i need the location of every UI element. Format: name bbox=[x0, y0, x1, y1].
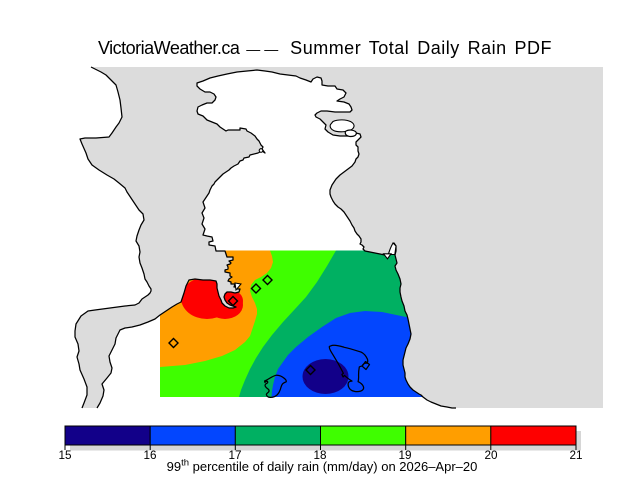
svg-text:21: 21 bbox=[569, 449, 582, 462]
svg-text:18: 18 bbox=[313, 449, 326, 462]
svg-text:20: 20 bbox=[484, 449, 498, 462]
svg-text:16: 16 bbox=[143, 449, 156, 462]
svg-text:15: 15 bbox=[58, 449, 72, 462]
svg-text:99th percentile of daily rain: 99th percentile of daily rain (mm/day) o… bbox=[167, 458, 478, 475]
svg-text:VictoriaWeather.ca —— Summer T: VictoriaWeather.ca —— Summer Total Daily… bbox=[98, 38, 552, 58]
svg-text:19: 19 bbox=[398, 449, 411, 462]
svg-text:17: 17 bbox=[228, 449, 241, 462]
